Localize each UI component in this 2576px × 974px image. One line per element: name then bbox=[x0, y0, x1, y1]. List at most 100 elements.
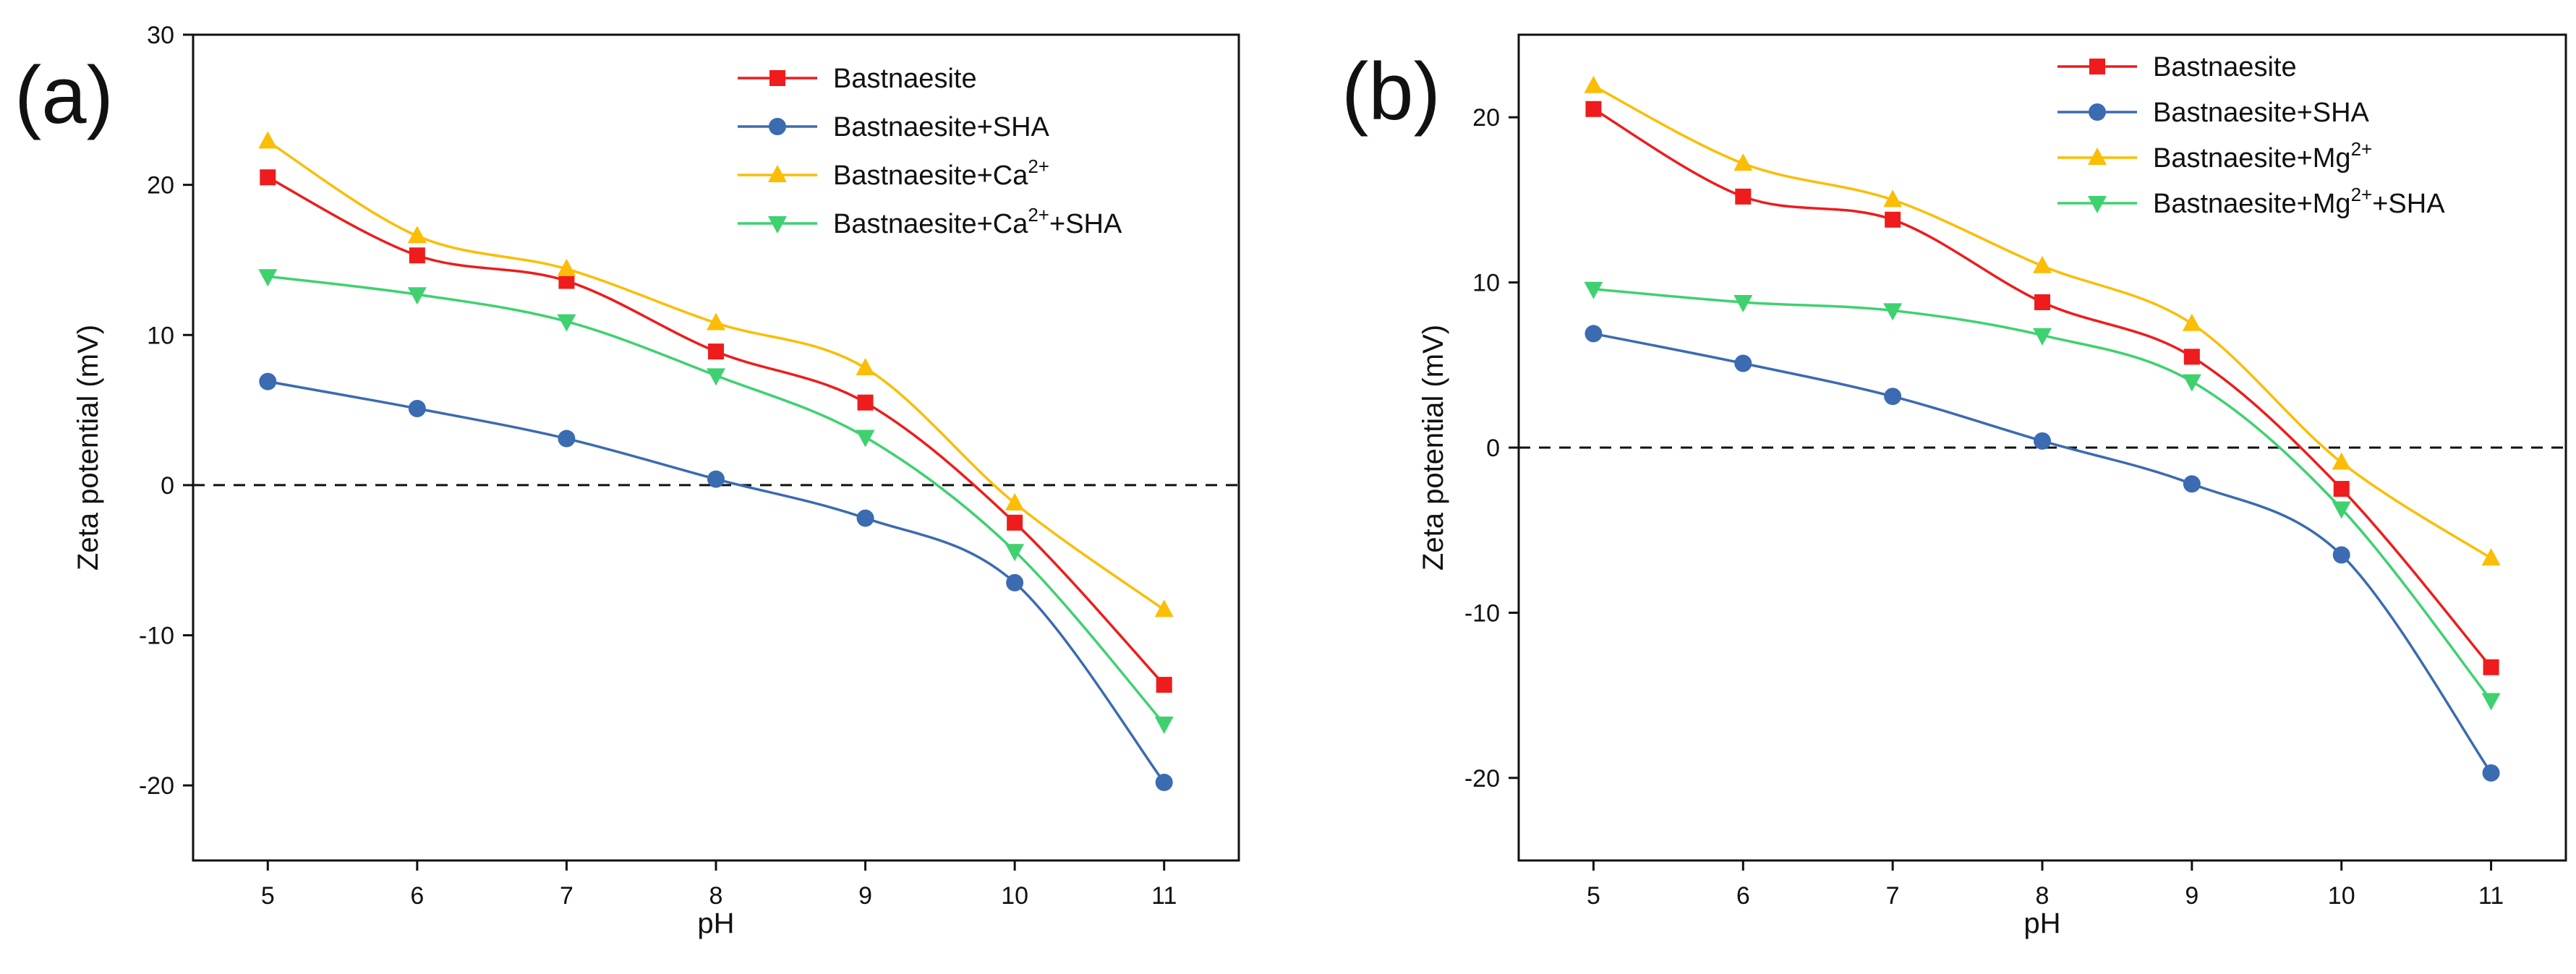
data-point-bastnaesite-sha bbox=[1006, 573, 1024, 591]
data-point-bastnaesite-sha bbox=[558, 430, 576, 448]
legend-label: Bastnaesite bbox=[2153, 52, 2297, 82]
data-point-bastnaesite bbox=[558, 273, 575, 289]
series-bastnaesite-sha bbox=[259, 372, 1173, 792]
x-axis-title: pH bbox=[697, 907, 734, 939]
x-tick-label: 7 bbox=[1886, 882, 1900, 910]
data-point-bastnaesite bbox=[2333, 481, 2350, 497]
series-line-bastnaesite-ion-sha bbox=[1593, 287, 2492, 701]
legend-label: Bastnaesite+Mg2+ bbox=[2153, 138, 2372, 174]
legend-marker bbox=[769, 70, 785, 86]
plot-frame bbox=[192, 33, 1240, 862]
y-tick-label: 0 bbox=[1486, 435, 1500, 462]
data-point-bastnaesite bbox=[2183, 349, 2200, 365]
data-point-bastnaesite-ion-sha bbox=[707, 368, 725, 386]
series-bastnaesite-ion-sha bbox=[258, 269, 1174, 735]
legend-label: Bastnaesite bbox=[833, 64, 977, 94]
data-point-bastnaesite-sha bbox=[856, 509, 874, 527]
data-point-bastnaesite-ion bbox=[1005, 492, 1025, 511]
data-point-bastnaesite-ion-sha bbox=[1154, 717, 1174, 735]
legend-entry-bastnaesite-ion: Bastnaesite+Mg2+ bbox=[2057, 138, 2372, 174]
data-point-bastnaesite-sha bbox=[2034, 432, 2051, 450]
data-point-bastnaesite-ion bbox=[856, 357, 875, 375]
x-tick-label: 6 bbox=[1736, 882, 1750, 910]
series-line-bastnaesite-sha bbox=[1593, 332, 2493, 774]
legend-entry-bastnaesite-ion: Bastnaesite+Ca2+ bbox=[738, 155, 1049, 191]
x-tick-label: 5 bbox=[1587, 882, 1600, 910]
data-point-bastnaesite-ion bbox=[2033, 255, 2052, 273]
y-tick-label: 30 bbox=[147, 22, 174, 49]
data-point-bastnaesite-ion bbox=[1154, 599, 1174, 618]
data-point-bastnaesite-sha bbox=[408, 400, 426, 418]
data-point-bastnaesite-ion bbox=[258, 131, 278, 149]
y-tick-label: -10 bbox=[1464, 599, 1500, 627]
legend-marker bbox=[768, 216, 787, 234]
legend-marker bbox=[2088, 148, 2107, 165]
legend: Bastnaesite Bastnaesite+SHA Bastnaesite+Mg… bbox=[2057, 52, 2445, 219]
series-bastnaesite-ion bbox=[258, 131, 1174, 618]
data-point-bastnaesite-ion-sha bbox=[2481, 693, 2501, 711]
y-axis-title: Zeta potential (mV) bbox=[1417, 325, 1449, 571]
legend-marker bbox=[2089, 59, 2105, 74]
series-line-bastnaesite-sha bbox=[267, 380, 1166, 784]
x-tick-label: 8 bbox=[709, 882, 723, 910]
data-point-bastnaesite-ion bbox=[1733, 153, 1753, 171]
data-point-bastnaesite bbox=[1885, 211, 1901, 228]
y-tick-label: 20 bbox=[1472, 104, 1500, 132]
data-point-bastnaesite bbox=[1156, 677, 1172, 693]
data-point-bastnaesite-ion-sha bbox=[2033, 328, 2052, 346]
x-tick-label: 6 bbox=[410, 882, 424, 910]
data-point-bastnaesite-ion-sha bbox=[557, 314, 576, 332]
y-tick-label: -10 bbox=[139, 623, 174, 650]
y-axis-title: Zeta potential (mV) bbox=[72, 325, 104, 571]
x-tick-label: 9 bbox=[2185, 882, 2198, 910]
x-tick-label: 10 bbox=[1001, 882, 1028, 910]
x-tick-label: 10 bbox=[2328, 882, 2355, 910]
legend-label: Bastnaesite+SHA bbox=[2153, 98, 2370, 128]
data-point-bastnaesite-sha bbox=[1884, 388, 1902, 406]
legend-marker bbox=[2089, 103, 2106, 121]
data-point-bastnaesite-ion bbox=[1584, 75, 1603, 93]
y-tick-label: -20 bbox=[139, 772, 174, 800]
data-point-bastnaesite-ion-sha bbox=[258, 269, 278, 287]
data-point-bastnaesite bbox=[1007, 514, 1023, 531]
series-bastnaesite-ion-sha bbox=[1584, 281, 2501, 711]
data-point-bastnaesite-ion bbox=[407, 226, 427, 244]
data-point-bastnaesite bbox=[409, 247, 425, 264]
x-tick-label: 11 bbox=[1151, 882, 1177, 910]
series-line-bastnaesite bbox=[267, 176, 1165, 686]
x-tick-label: 9 bbox=[858, 882, 872, 910]
data-point-bastnaesite-ion-sha bbox=[2332, 501, 2351, 519]
data-point-bastnaesite-ion bbox=[2332, 452, 2351, 470]
series-bastnaesite-ion bbox=[1584, 75, 2501, 566]
x-axis-title: pH bbox=[2023, 907, 2060, 939]
series-bastnaesite bbox=[1585, 101, 2499, 675]
legend-marker bbox=[2088, 196, 2107, 213]
x-tick-label: 5 bbox=[261, 882, 275, 910]
legend-entry-bastnaesite: Bastnaesite bbox=[2057, 52, 2297, 82]
legend-label: Bastnaesite+Ca2++SHA bbox=[833, 204, 1122, 239]
data-point-bastnaesite bbox=[2034, 294, 2050, 311]
data-point-bastnaesite bbox=[1735, 188, 1752, 205]
data-point-bastnaesite-sha bbox=[2482, 764, 2500, 782]
y-tick-label: 20 bbox=[147, 172, 174, 200]
data-point-bastnaesite-ion-sha bbox=[1584, 281, 1603, 299]
panel-label: (a) bbox=[14, 50, 114, 140]
series-bastnaesite bbox=[260, 169, 1172, 693]
legend: Bastnaesite Bastnaesite+SHA Bastnaesite+Ca… bbox=[738, 64, 1122, 239]
data-point-bastnaesite-ion-sha bbox=[1005, 544, 1025, 562]
data-point-bastnaesite-ion-sha bbox=[2182, 374, 2201, 392]
legend-entry-bastnaesite-sha: Bastnaesite+SHA bbox=[738, 112, 1050, 142]
y-tick-label: 10 bbox=[147, 322, 174, 349]
legend-marker bbox=[768, 165, 787, 182]
series-bastnaesite-sha bbox=[1585, 325, 2500, 782]
data-point-bastnaesite-ion bbox=[557, 258, 576, 276]
legend-entry-bastnaesite: Bastnaesite bbox=[738, 64, 977, 94]
data-point-bastnaesite-ion bbox=[707, 312, 725, 330]
data-point-bastnaesite-sha bbox=[259, 372, 277, 390]
data-point-bastnaesite-ion-sha bbox=[1883, 303, 1903, 321]
series-line-bastnaesite-ion-sha bbox=[268, 275, 1166, 725]
data-point-bastnaesite-sha bbox=[1734, 354, 1752, 372]
data-point-bastnaesite bbox=[1585, 101, 1602, 117]
data-point-bastnaesite-ion-sha bbox=[856, 430, 875, 448]
data-point-bastnaesite bbox=[260, 169, 276, 186]
